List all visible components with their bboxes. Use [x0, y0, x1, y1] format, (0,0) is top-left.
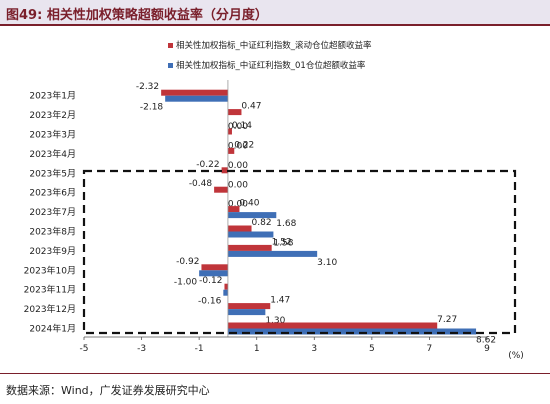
- data-label: 3.10: [317, 258, 337, 268]
- bar: [161, 89, 228, 96]
- data-label: 1.52: [272, 237, 292, 247]
- bar: [227, 109, 242, 116]
- bar: [227, 212, 277, 219]
- x-unit-label: (%): [508, 351, 524, 361]
- figure-title: 图49: 相关性加权策略超额收益率（分月度）: [6, 4, 268, 23]
- bar: [199, 270, 228, 277]
- category-label: 2024年1月: [29, 323, 76, 335]
- figure-title-bar: 图49: 相关性加权策略超额收益率（分月度）: [0, 0, 550, 26]
- category-label: 2023年6月: [29, 187, 76, 199]
- legend-swatch: [168, 43, 173, 48]
- category-label: 2023年8月: [29, 226, 76, 238]
- bar: [227, 303, 271, 310]
- data-label: -0.22: [196, 160, 219, 170]
- bar: [227, 206, 240, 213]
- data-label: 1.58: [273, 239, 293, 249]
- x-axis: -5 -3 -1 1 3 5 7 9 (%): [80, 80, 524, 361]
- bar: [227, 309, 266, 316]
- data-label: 0.47: [241, 102, 261, 112]
- bar: [201, 264, 228, 271]
- data-label: -0.48: [189, 179, 213, 189]
- data-label: 1.68: [276, 219, 296, 229]
- bar: [214, 186, 228, 193]
- bar: [165, 95, 228, 102]
- figure-title-text: 相关性加权策略超额收益率（分月度）: [46, 8, 268, 23]
- category-label: 2023年4月: [29, 148, 76, 160]
- category-label: 2023年1月: [29, 90, 76, 102]
- category-label: 2023年11月: [24, 284, 76, 296]
- bar: [227, 225, 252, 232]
- data-label: -2.32: [136, 82, 159, 92]
- data-label: 0.00: [228, 142, 248, 152]
- bar: [224, 283, 228, 290]
- data-label: 8.62: [476, 336, 496, 346]
- chart-bars: -2.32-2.18 0.470.000.140.000.220.00-0.220…: [136, 82, 496, 345]
- highlight-box: [82, 169, 517, 335]
- category-label: 2023年12月: [24, 303, 76, 315]
- data-label: 0.00: [228, 200, 248, 210]
- figure-number: 图49:: [6, 8, 43, 23]
- data-label: -0.16: [198, 297, 222, 307]
- data-label: 1.30: [265, 316, 285, 326]
- bar: [227, 231, 274, 238]
- bar: [227, 322, 438, 329]
- x-tick-label: 1: [254, 344, 260, 354]
- bottom-rule: [0, 373, 550, 374]
- category-label: 2023年9月: [29, 245, 76, 257]
- x-tick-label: 7: [427, 344, 433, 354]
- data-label: -0.12: [199, 276, 222, 286]
- x-tick-label: 5: [369, 344, 375, 354]
- data-label: 0.82: [252, 218, 272, 228]
- data-label: 0.00: [228, 122, 248, 132]
- data-label: 1.47: [270, 296, 290, 306]
- data-label: -1.00: [174, 277, 198, 287]
- category-label: 2023年3月: [29, 129, 76, 141]
- data-label: 0.00: [228, 180, 248, 190]
- legend-swatch: [168, 63, 173, 68]
- legend-label: 相关性加权指标_中证红利指数_01仓位超额收益率: [176, 60, 366, 71]
- bar-chart: 相关性加权指标_中证红利指数_滚动仓位超额收益率相关性加权指标_中证红利指数_0…: [24, 40, 524, 361]
- data-label: 0.40: [239, 199, 259, 209]
- data-label: -2.18: [140, 103, 164, 113]
- legend-label: 相关性加权指标_中证红利指数_滚动仓位超额收益率: [176, 40, 372, 51]
- data-label: 0.22: [234, 140, 254, 150]
- bar: [223, 289, 228, 296]
- bar: [227, 328, 477, 335]
- category-label: 2023年7月: [29, 206, 76, 218]
- data-label: 0.00: [228, 161, 248, 171]
- category-label: 2023年2月: [29, 109, 76, 121]
- x-tick-label: -1: [195, 344, 204, 354]
- category-label: 2023年5月: [29, 167, 76, 179]
- bar: [227, 244, 272, 251]
- chart-legend: 相关性加权指标_中证红利指数_滚动仓位超额收益率相关性加权指标_中证红利指数_0…: [168, 40, 372, 71]
- x-tick-label: -5: [80, 344, 89, 354]
- x-tick-label: -3: [137, 344, 146, 354]
- data-label: 0.14: [232, 121, 252, 131]
- bar: [227, 250, 318, 257]
- bar: [221, 167, 228, 174]
- x-tick-label: 9: [484, 344, 490, 354]
- bar: [227, 128, 232, 135]
- category-label: 2023年10月: [24, 264, 76, 276]
- dashed-highlight-rect: [82, 169, 517, 335]
- source-note: 数据来源：Wind，广发证券发展研究中心: [6, 384, 210, 397]
- data-label: -0.92: [176, 257, 199, 267]
- bar: [227, 147, 235, 154]
- x-tick-label: 3: [311, 344, 317, 354]
- data-label: 7.27: [437, 315, 457, 325]
- category-labels: 2023年1月 2023年2月 2023年3月 2023年4月 2023年5月 2023年…: [24, 90, 76, 335]
